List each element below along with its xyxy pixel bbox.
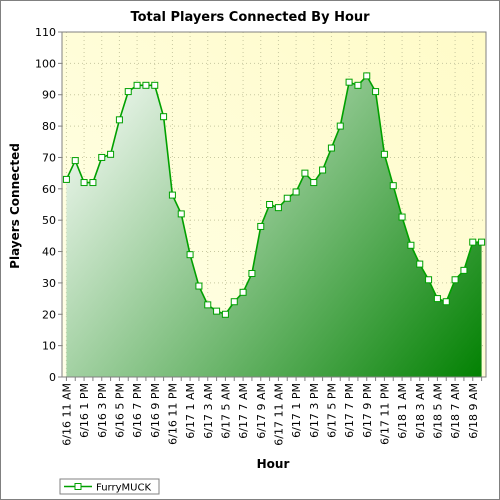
y-tick-label: 100 [35,57,56,70]
data-point [442,298,450,306]
x-tick-label: 6/16 7 PM [131,383,144,438]
data-point [372,88,380,96]
y-tick-label: 70 [42,151,56,164]
data-point [89,179,97,187]
data-point [195,282,203,290]
x-axis-ticks: 6/16 11 AM 6/16 1 PM 6/16 3 PM 6/16 5 PM 6/1… [60,377,483,446]
data-point [283,194,291,202]
data-point [407,241,415,249]
x-tick-label: 6/17 1 AM [184,383,197,439]
data-point [319,166,327,174]
data-point [336,122,344,130]
data-point [433,295,441,303]
x-tick-label: 6/16 5 PM [113,383,126,438]
data-point [345,78,353,86]
data-point [62,175,70,183]
data-point [469,238,477,246]
data-point [354,81,362,89]
x-tick-label: 6/17 5 AM [219,383,232,439]
y-tick-label: 30 [42,277,56,290]
data-point [107,150,115,158]
y-tick-label: 60 [42,183,56,196]
y-tick-label: 20 [42,308,56,321]
y-tick-label: 50 [42,214,56,227]
data-point [363,72,371,80]
chart-title: Total Players Connected By Hour [130,10,370,25]
data-point [177,210,185,218]
x-tick-label: 6/17 7 PM [343,383,356,438]
data-point [160,113,168,121]
x-tick-label: 6/17 9 PM [361,383,374,438]
x-tick-label: 6/18 7 AM [449,383,462,439]
x-tick-label: 6/17 3 PM [308,383,321,438]
data-point [230,298,238,306]
x-tick-label: 6/16 1 PM [78,383,91,438]
x-tick-label: 6/16 3 PM [96,383,109,438]
data-point [310,179,318,187]
data-point [168,191,176,199]
legend-label-furrymuck: FurryMUCK [96,483,151,494]
x-tick-label: 6/18 1 AM [396,383,409,439]
y-axis-title: Players Connected [8,143,22,269]
y-tick-label: 80 [42,120,56,133]
data-point [239,288,247,296]
x-tick-label: 6/17 1 PM [290,383,303,438]
legend: FurryMUCK [59,478,160,495]
data-point [186,251,194,259]
y-tick-label: 40 [42,246,56,259]
data-point [248,270,256,277]
x-tick-label: 6/17 3 AM [202,383,215,439]
data-point [380,150,388,158]
x-tick-label: 6/17 9 AM [255,383,268,439]
y-tick-label: 90 [42,89,56,102]
data-point [133,81,141,89]
x-axis-title: Hour [257,457,290,471]
x-tick-label: 6/18 9 AM [467,383,480,439]
x-tick-label: 6/16 11 PM [166,383,179,445]
data-point [115,116,123,124]
data-point [80,179,88,187]
x-tick-label: 6/16 9 PM [149,383,162,438]
x-tick-label: 6/18 3 AM [414,383,427,439]
data-point [416,260,424,268]
data-point [389,182,397,190]
y-tick-label: 110 [35,26,56,39]
data-point [213,307,221,315]
y-tick-label: 10 [42,340,56,353]
data-point [98,153,106,161]
x-tick-label: 6/17 5 PM [325,383,338,438]
data-point [292,188,300,196]
data-point [460,266,468,274]
data-point [478,238,486,246]
legend-marker [74,483,82,490]
data-point [124,88,132,96]
y-tick-label: 0 [49,371,56,384]
data-point [274,204,282,212]
data-point [398,213,406,221]
data-point [142,81,150,89]
legend-box [59,478,160,495]
x-tick-label: 6/17 11 PM [378,383,391,445]
data-point [451,276,459,284]
data-point [301,169,309,177]
x-tick-label: 6/18 5 AM [431,383,444,439]
x-tick-label: 6/17 11 AM [272,383,285,446]
data-point [327,144,335,152]
y-axis-ticks: 0 10 20 30 40 50 60 70 80 90 100 110 [35,26,62,384]
data-point [204,301,212,309]
data-point [257,222,265,230]
data-point [266,201,274,208]
series-markers [62,72,486,318]
plot-border [61,31,487,378]
x-tick-label: 6/16 11 AM [60,383,73,446]
data-point [221,310,229,318]
data-point [151,81,159,89]
series-area-furrymuck [66,75,482,377]
data-point [425,276,433,284]
x-tick-label: 6/17 7 AM [237,383,250,439]
data-point [71,157,79,165]
